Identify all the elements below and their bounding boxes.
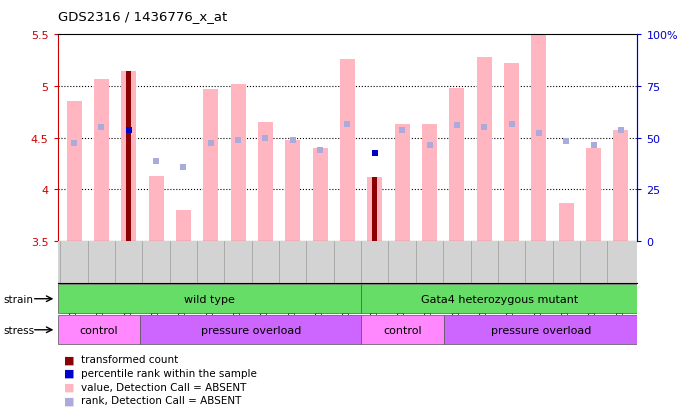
Bar — [586, 149, 601, 242]
Text: GDS2316 / 1436776_x_at: GDS2316 / 1436776_x_at — [58, 10, 227, 23]
Bar — [140, 316, 361, 344]
Text: rank, Detection Call = ABSENT: rank, Detection Call = ABSENT — [81, 395, 242, 405]
Bar — [422, 125, 437, 242]
Bar — [58, 316, 140, 344]
Bar — [450, 89, 464, 242]
Text: strain: strain — [3, 294, 33, 304]
Bar — [361, 285, 637, 313]
Bar — [367, 178, 382, 242]
Bar — [477, 58, 492, 242]
Text: ■: ■ — [64, 368, 75, 378]
Bar — [203, 90, 218, 242]
Text: stress: stress — [3, 325, 35, 335]
Bar — [340, 60, 355, 242]
Bar — [361, 316, 444, 344]
Bar — [58, 285, 361, 313]
Bar — [504, 64, 519, 242]
Text: value, Detection Call = ABSENT: value, Detection Call = ABSENT — [81, 382, 247, 392]
Text: wild type: wild type — [184, 294, 235, 304]
Bar — [559, 203, 574, 242]
Text: control: control — [383, 325, 422, 335]
Bar — [395, 125, 410, 242]
Bar — [66, 102, 81, 242]
Bar — [258, 123, 273, 242]
Bar — [285, 140, 300, 242]
Bar — [614, 131, 629, 242]
Bar — [148, 177, 163, 242]
Bar — [94, 79, 109, 242]
Text: pressure overload: pressure overload — [490, 325, 591, 335]
Bar — [231, 85, 245, 242]
Text: control: control — [80, 325, 119, 335]
Bar — [372, 178, 377, 242]
Text: pressure overload: pressure overload — [201, 325, 301, 335]
Bar — [176, 211, 191, 242]
Bar — [313, 149, 327, 242]
Bar — [126, 72, 131, 242]
Text: ■: ■ — [64, 382, 75, 392]
Text: ■: ■ — [64, 395, 75, 405]
Bar — [532, 35, 546, 242]
Bar — [121, 72, 136, 242]
Text: percentile rank within the sample: percentile rank within the sample — [81, 368, 257, 378]
Text: ■: ■ — [64, 354, 75, 364]
Text: transformed count: transformed count — [81, 354, 178, 364]
Text: Gata4 heterozygous mutant: Gata4 heterozygous mutant — [420, 294, 578, 304]
Bar — [444, 316, 637, 344]
